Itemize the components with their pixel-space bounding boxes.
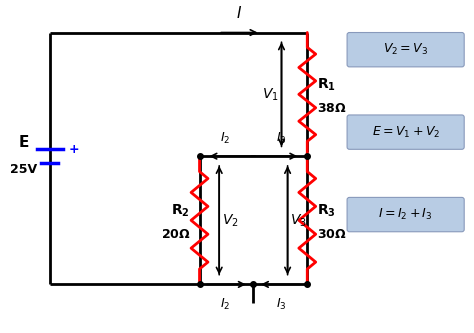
FancyBboxPatch shape [347, 197, 464, 232]
Text: $\mathbf{R_1}$: $\mathbf{R_1}$ [317, 77, 336, 93]
Text: $\mathbf{20\Omega}$: $\mathbf{20\Omega}$ [161, 227, 190, 240]
Text: $I$: $I$ [237, 5, 242, 21]
FancyBboxPatch shape [347, 115, 464, 149]
Text: $\mathbf{38\Omega}$: $\mathbf{38\Omega}$ [317, 102, 346, 115]
Text: $I_3$: $I_3$ [276, 131, 287, 146]
Text: $V_3$: $V_3$ [290, 212, 307, 228]
Text: $\mathbf{R_2}$: $\mathbf{R_2}$ [172, 203, 190, 219]
Text: $I = I_2 + I_3$: $I = I_2 + I_3$ [378, 207, 433, 222]
Text: $I_2$: $I_2$ [220, 297, 230, 312]
Text: $E = V_1 + V_2$: $E = V_1 + V_2$ [372, 125, 440, 140]
Text: $I_2$: $I_2$ [220, 131, 230, 146]
Text: $I_3$: $I_3$ [276, 297, 287, 312]
FancyBboxPatch shape [347, 33, 464, 67]
Text: $V_1$: $V_1$ [263, 86, 279, 103]
Text: 25V: 25V [10, 164, 37, 176]
Text: $V_2$: $V_2$ [221, 212, 238, 228]
Text: E: E [18, 135, 29, 150]
Text: +: + [68, 143, 79, 156]
Text: $\mathbf{30\Omega}$: $\mathbf{30\Omega}$ [317, 227, 346, 240]
Text: $\mathbf{R_3}$: $\mathbf{R_3}$ [317, 203, 336, 219]
Text: $V_2 = V_3$: $V_2 = V_3$ [383, 42, 428, 57]
